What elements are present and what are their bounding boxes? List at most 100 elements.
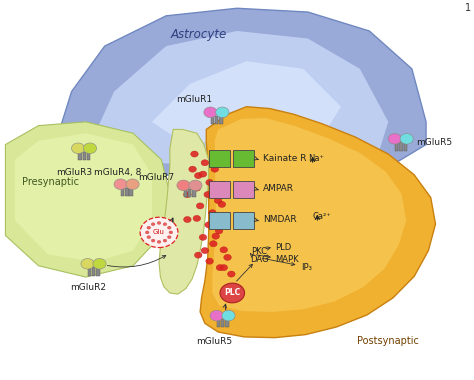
Text: Glu: Glu [153,230,165,235]
Circle shape [163,239,167,242]
Circle shape [218,201,226,207]
Circle shape [199,171,207,177]
Text: mGluR1: mGluR1 [176,95,212,104]
Bar [192,189,196,197]
Circle shape [209,210,216,216]
Circle shape [72,143,85,154]
Circle shape [193,185,201,191]
Text: mGluR3: mGluR3 [56,168,92,177]
Text: Astrocyte: Astrocyte [171,28,228,41]
Text: mGluR2: mGluR2 [70,283,106,292]
Text: mGluR5: mGluR5 [196,337,232,346]
Bar [129,188,133,196]
Bar [395,142,398,150]
Bar [233,212,254,229]
Bar [403,142,407,150]
Circle shape [183,217,191,223]
Bar [92,267,95,276]
Circle shape [220,264,228,271]
Circle shape [196,203,204,209]
Circle shape [147,226,151,229]
Circle shape [157,241,161,243]
Circle shape [189,180,202,191]
Circle shape [388,133,401,144]
Polygon shape [5,122,171,277]
Text: Postsynaptic: Postsynaptic [357,336,419,347]
Text: PLD: PLD [275,243,291,252]
Circle shape [205,222,212,228]
Bar [125,188,128,196]
Circle shape [167,226,171,229]
Circle shape [126,179,139,190]
Circle shape [151,239,155,242]
Circle shape [206,258,213,264]
Circle shape [163,223,167,226]
Circle shape [194,173,202,179]
Circle shape [216,264,224,271]
Text: MAPK: MAPK [275,255,299,264]
Circle shape [214,198,222,204]
Text: mGluR4, 8: mGluR4, 8 [94,168,142,177]
Text: IP₃: IP₃ [301,263,312,272]
Circle shape [93,258,106,269]
Circle shape [194,252,202,258]
Polygon shape [95,31,388,167]
Circle shape [400,133,413,144]
Bar [209,180,230,198]
Bar [82,152,86,160]
Bar [184,189,187,197]
Circle shape [220,247,228,253]
Bar [226,319,229,328]
Circle shape [211,166,219,172]
Polygon shape [15,133,152,262]
Text: mGluR5: mGluR5 [416,138,452,147]
Circle shape [219,181,227,187]
Text: Presynaptic: Presynaptic [22,177,79,187]
Circle shape [167,236,171,239]
Circle shape [83,143,97,154]
Circle shape [204,192,211,198]
Bar [209,212,230,229]
Bar [219,116,223,124]
Circle shape [212,233,219,239]
Polygon shape [53,8,426,182]
Circle shape [151,223,155,226]
Circle shape [169,231,173,234]
Circle shape [183,192,191,198]
Text: NMDAR: NMDAR [263,215,297,224]
Text: Na⁺: Na⁺ [308,155,324,163]
Circle shape [201,247,209,253]
Bar [217,319,220,328]
Polygon shape [152,61,341,144]
Circle shape [189,166,196,172]
Circle shape [228,271,235,277]
Circle shape [204,107,217,117]
Circle shape [201,160,209,166]
Circle shape [140,217,178,247]
Circle shape [210,241,217,247]
Bar [78,152,82,160]
Text: DAG: DAG [250,255,269,264]
Bar [209,150,230,167]
Bar [211,116,214,124]
Circle shape [216,107,229,117]
Circle shape [177,180,190,191]
Text: 1: 1 [465,3,471,13]
Circle shape [222,310,235,321]
Circle shape [81,258,94,269]
Circle shape [220,283,245,303]
Circle shape [157,222,161,225]
Bar [87,152,90,160]
Circle shape [210,310,223,321]
Bar [399,142,402,150]
Circle shape [146,231,149,234]
Bar [233,180,254,198]
Circle shape [191,151,198,157]
Polygon shape [212,118,406,312]
Bar [221,319,225,328]
Polygon shape [159,130,209,294]
Text: Kainate R: Kainate R [263,154,307,163]
Bar [188,189,191,197]
Circle shape [206,179,213,185]
Circle shape [215,228,223,234]
